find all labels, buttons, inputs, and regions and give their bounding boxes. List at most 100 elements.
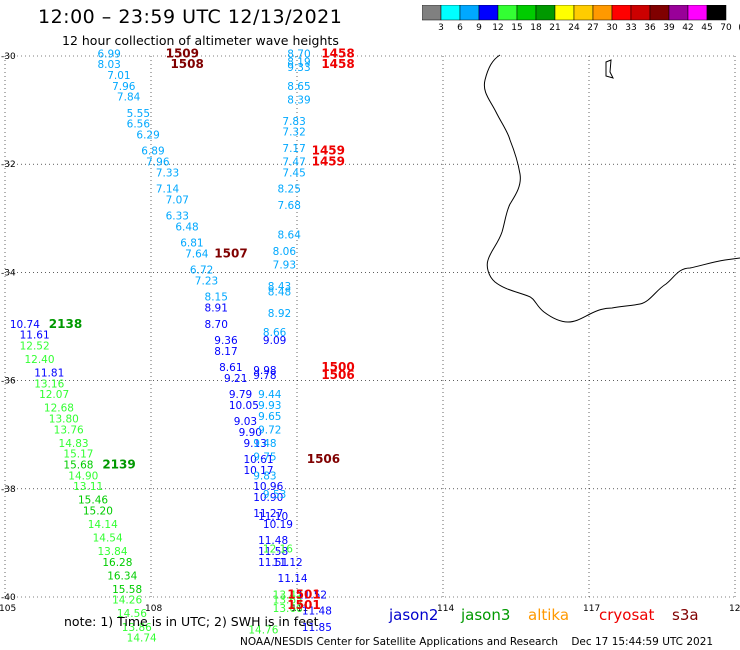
swh-value: 7.96 bbox=[112, 81, 136, 93]
swh-value: 9.33 bbox=[287, 62, 310, 74]
colorbar-label: 39 bbox=[663, 23, 675, 33]
swh-value: 7.93 bbox=[273, 259, 296, 271]
swh-value: 10.05 bbox=[229, 400, 259, 412]
swh-value: 12.07 bbox=[39, 389, 69, 401]
swh-value: 8.64 bbox=[278, 230, 302, 242]
swh-value: 8.65 bbox=[287, 81, 310, 93]
swh-value: 8.15 bbox=[205, 292, 228, 304]
swh-value: 7.32 bbox=[282, 127, 305, 139]
swh-value: 11.48 bbox=[302, 606, 332, 618]
observations-layer: 6.998.037.017.967.845.556.566.296.897.96… bbox=[10, 46, 355, 644]
swh-value: 7.14 bbox=[156, 184, 180, 196]
swh-value: 13.80 bbox=[49, 413, 79, 425]
pass-time-label: 1508 bbox=[170, 57, 203, 71]
swh-value: 12.16 bbox=[263, 543, 293, 555]
colorbar-label: 12 bbox=[492, 23, 504, 33]
map-subtitle: 12 hour collection of altimeter wave hei… bbox=[62, 33, 339, 48]
map-title: 12:00 – 23:59 UTC 12/13/2021 bbox=[38, 6, 343, 28]
swh-value: 7.84 bbox=[117, 92, 141, 104]
swh-value: 8.39 bbox=[287, 94, 310, 106]
colorbar-label: 42 bbox=[682, 23, 694, 33]
swh-value: 8.61 bbox=[219, 362, 242, 374]
swh-value: 8.70 bbox=[287, 48, 310, 60]
lon-tick-label: 111 bbox=[291, 604, 308, 614]
lat-tick-label: -38 bbox=[1, 485, 16, 495]
pass-time-label: 1506 bbox=[307, 452, 340, 466]
pass-time-label: 2138 bbox=[49, 317, 82, 331]
swh-value: 9.90 bbox=[239, 427, 262, 439]
swh-value: 8.43 bbox=[268, 281, 291, 293]
pass-time-label: 1459 bbox=[312, 154, 345, 168]
map-note: note: 1) Time is in UTC; 2) SWH is in fe… bbox=[64, 614, 319, 629]
legend-jason3: jason3 bbox=[461, 606, 511, 624]
swh-value: 6.89 bbox=[141, 146, 164, 158]
swh-value: 6.81 bbox=[180, 238, 203, 250]
colorbar-label: 30 bbox=[606, 23, 618, 33]
swh-value: 12.68 bbox=[44, 403, 74, 415]
swh-value: 9.65 bbox=[258, 411, 281, 423]
swh-value: 9.53 bbox=[263, 489, 286, 501]
track-d-1501: 13.4713.6513.6611.5211.4811.8514.7615011… bbox=[248, 587, 332, 636]
lon-tick-label: 105 bbox=[0, 604, 16, 614]
swh-value: 8.06 bbox=[273, 246, 297, 258]
swh-value: 9.83 bbox=[253, 470, 276, 482]
swh-value: 10.19 bbox=[263, 519, 293, 531]
colorbar-label: (ft) bbox=[738, 23, 740, 33]
swh-value: 7.07 bbox=[166, 194, 189, 206]
swh-value: 8.70 bbox=[205, 319, 228, 331]
swh-value: 11.27 bbox=[253, 508, 283, 520]
swh-value: 14.26 bbox=[112, 595, 142, 607]
swh-value: 7.45 bbox=[282, 167, 305, 179]
swh-value: 8.48 bbox=[268, 286, 291, 298]
swh-value: 9.03 bbox=[234, 416, 257, 428]
swh-value: 7.01 bbox=[107, 70, 130, 82]
swh-value: 9.79 bbox=[229, 389, 252, 401]
legend-cryosat: cryosat bbox=[599, 606, 655, 624]
swh-value: 12.40 bbox=[24, 354, 54, 366]
swh-value: 13.86 bbox=[122, 622, 152, 634]
pass-time-label: 1506 bbox=[321, 368, 354, 382]
swh-value: 14.83 bbox=[59, 438, 89, 450]
swh-value: 9.48 bbox=[253, 438, 276, 450]
colorbar-label: 21 bbox=[549, 23, 561, 33]
swh-value: 10.61 bbox=[243, 454, 273, 466]
swh-value: 10.74 bbox=[10, 319, 40, 331]
swh-value: 15.20 bbox=[83, 505, 113, 517]
swh-value: 13.47 bbox=[273, 589, 303, 601]
pass-time-label: 1501 bbox=[287, 598, 320, 612]
legend-altika: altika bbox=[528, 606, 570, 624]
swh-value: 6.48 bbox=[175, 221, 198, 233]
swh-value: 11.51 bbox=[258, 557, 288, 569]
swh-value: 11.58 bbox=[258, 546, 288, 558]
swh-value: 6.29 bbox=[136, 129, 159, 141]
swh-value: 11.12 bbox=[273, 557, 303, 569]
swh-value: 8.66 bbox=[263, 327, 287, 339]
colorbar-swatch bbox=[706, 5, 727, 21]
swh-value: 16.28 bbox=[102, 557, 132, 569]
swh-value: 10.17 bbox=[243, 465, 273, 477]
track-b-1458: 8.708.199.33 8.658.39 7.837.32 7.177.477.45… bbox=[214, 46, 354, 347]
colorbar-label: 45 bbox=[701, 23, 713, 33]
colorbar-label: 9 bbox=[476, 23, 482, 33]
colorbar-label: 36 bbox=[644, 23, 656, 33]
swh-value: 8.25 bbox=[278, 184, 301, 196]
swh-value: 6.33 bbox=[166, 211, 189, 223]
swh-value: 6.99 bbox=[97, 48, 120, 60]
swh-value: 7.17 bbox=[282, 143, 305, 155]
lat-tick-label: -32 bbox=[1, 160, 16, 170]
lat-tick-label: -36 bbox=[1, 377, 16, 387]
pass-time-label: 1458 bbox=[321, 57, 354, 71]
swh-value: 9.78 bbox=[253, 370, 276, 382]
swh-value: 11.52 bbox=[297, 589, 327, 601]
swh-value: 9.98 bbox=[253, 365, 276, 377]
pass-time-label: 2139 bbox=[102, 457, 135, 471]
swh-value: 11.81 bbox=[34, 367, 64, 379]
swh-value: 14.14 bbox=[88, 519, 118, 531]
swh-value: 5.55 bbox=[127, 108, 150, 120]
swh-value: 10.96 bbox=[253, 481, 283, 493]
swh-value: 13.65 bbox=[273, 595, 303, 607]
swh-value: 14.54 bbox=[93, 532, 123, 544]
pass-time-label: 1509 bbox=[166, 46, 199, 60]
swh-value: 6.56 bbox=[127, 119, 151, 131]
